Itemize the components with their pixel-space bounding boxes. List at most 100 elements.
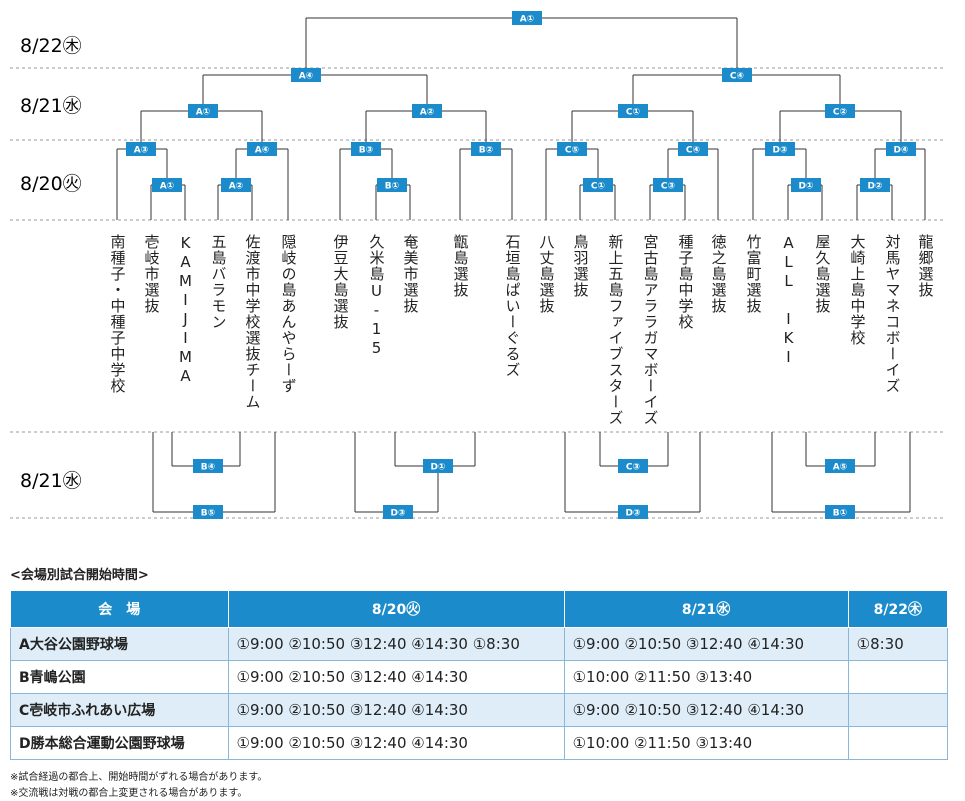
table-row: A大谷公園野球場 ①9:00 ②10:50 ③12:40 ④14:30 ①8:30… xyxy=(10,627,949,661)
match-box: B① xyxy=(825,505,855,519)
match-label: B⑤ xyxy=(201,509,215,519)
match-label: A② xyxy=(420,108,435,118)
match-box: D① xyxy=(791,178,821,192)
header-cell: 会 場 xyxy=(10,590,229,628)
table-row: B青嶋公園 ①9:00 ②10:50 ③12:40 ④14:30 ①10:00 ②1… xyxy=(10,660,949,694)
match-label: D③ xyxy=(625,509,640,519)
match-box: B② xyxy=(471,142,501,156)
venue-cell: A大谷公園野球場 xyxy=(10,627,229,661)
match-box-bg xyxy=(791,178,821,192)
match-box-bg xyxy=(860,178,890,192)
match-label: C① xyxy=(591,182,605,192)
time-cell: ①9:00 ②10:50 ③12:40 ④14:30 xyxy=(227,693,565,727)
match-box: B④ xyxy=(193,459,223,473)
match-label: A① xyxy=(196,108,211,118)
match-box-bg xyxy=(247,142,277,156)
match-box: A① xyxy=(512,11,542,25)
match-box-bg xyxy=(886,142,916,156)
match-box-bg xyxy=(351,142,381,156)
match-box-bg xyxy=(221,178,251,192)
match-label: A④ xyxy=(255,146,270,156)
time-cell: ①9:00 ②10:50 ③12:40 ④14:30 xyxy=(563,693,849,727)
match-label: C③ xyxy=(661,182,675,192)
match-label: D① xyxy=(430,463,445,473)
team-name: 大崎上島中学校 xyxy=(848,234,867,346)
match-box-bg xyxy=(126,142,156,156)
match-box: D③ xyxy=(383,505,413,519)
match-box: C④ xyxy=(678,142,708,156)
table-row: D勝本総合運動公園野球場 ①9:00 ②10:50 ③12:40 ④14:30 ①1… xyxy=(10,726,949,760)
team-name: 龍郷選抜 xyxy=(916,234,935,298)
team-name: 隠岐の島あんやらーず xyxy=(279,234,298,394)
team-name: 鳥羽選抜 xyxy=(571,234,590,298)
team-name: 五島バラモン xyxy=(209,234,228,330)
time-cell: ①9:00 ②10:50 ③12:40 ④14:30 xyxy=(227,726,565,760)
match-box-bg xyxy=(471,142,501,156)
schedule-table: 会 場 8/20㊋ 8/21㊌ 8/22㊍ A大谷公園野球場 ①9:00 ②10:50 ③… xyxy=(10,590,949,760)
match-label: C② xyxy=(833,108,847,118)
match-box: A② xyxy=(221,178,251,192)
team-name: 壱岐市選抜 xyxy=(142,234,161,314)
time-cell xyxy=(847,693,949,727)
time-cell: ①10:00 ②11:50 ③13:40 xyxy=(563,726,849,760)
match-box: A⑤ xyxy=(825,459,855,473)
match-box: A① xyxy=(188,104,218,118)
time-cell: ①8:30 xyxy=(847,627,949,661)
match-box: D④ xyxy=(886,142,916,156)
date-label: 8/22㊍ xyxy=(20,35,82,57)
time-cell: ①10:00 ②11:50 ③13:40 xyxy=(563,660,849,694)
venue-cell: C壱岐市ふれあい広場 xyxy=(10,693,229,727)
match-box-bg xyxy=(825,505,855,519)
date-label: 8/20㊋ xyxy=(20,173,82,195)
team-name: 新上五島ファイブスターズ xyxy=(606,234,625,426)
match-label: A⑤ xyxy=(833,463,848,473)
venue-cell: B青嶋公園 xyxy=(10,660,229,694)
match-box-bg xyxy=(825,459,855,473)
match-box: A④ xyxy=(291,68,321,82)
match-label: D② xyxy=(867,182,882,192)
table-row: C壱岐市ふれあい広場 ①9:00 ②10:50 ③12:40 ④14:30 ①9:0… xyxy=(10,693,949,727)
match-label: B④ xyxy=(201,463,215,473)
match-box: C③ xyxy=(618,459,648,473)
match-box-bg xyxy=(193,459,223,473)
match-box: B① xyxy=(377,178,407,192)
match-label: A① xyxy=(520,15,535,25)
match-label: B③ xyxy=(359,146,373,156)
team-name: 南種子・中種子中学校 xyxy=(108,234,127,394)
match-label: D① xyxy=(798,182,813,192)
match-box-bg xyxy=(512,11,542,25)
match-box-bg xyxy=(152,178,182,192)
time-cell: ①9:00 ②10:50 ③12:40 ④14:30 ①8:30 xyxy=(227,627,565,661)
match-label: B① xyxy=(833,509,847,519)
team-name: 対馬ヤマネコボーイズ xyxy=(883,234,902,394)
match-box: C① xyxy=(583,178,613,192)
match-label: A① xyxy=(160,182,175,192)
match-box-bg xyxy=(557,142,587,156)
team-name: 八丈島選抜 xyxy=(537,234,556,314)
match-box-bg xyxy=(193,505,223,519)
team-name: ALL IKI xyxy=(779,234,798,367)
match-box-bg xyxy=(423,459,453,473)
match-box-bg xyxy=(412,104,442,118)
team-name: 佐渡市中学校選抜チーム xyxy=(243,234,262,410)
match-box: D② xyxy=(860,178,890,192)
match-box: A④ xyxy=(247,142,277,156)
match-box: C② xyxy=(825,104,855,118)
schedule-title: <会場別試合開始時間> xyxy=(10,568,149,583)
match-box-bg xyxy=(618,104,648,118)
match-label: A② xyxy=(229,182,244,192)
time-cell xyxy=(847,660,949,694)
note: ※試合経過の都合上、開始時間がずれる場合があります。 xyxy=(10,772,268,783)
match-label: C⑤ xyxy=(565,146,579,156)
match-box-bg xyxy=(188,104,218,118)
match-box: B③ xyxy=(351,142,381,156)
match-box-bg xyxy=(618,459,648,473)
match-box-bg xyxy=(377,178,407,192)
match-label: B① xyxy=(385,182,399,192)
date-label: 8/21㊌ xyxy=(20,470,82,492)
team-name: 石垣島ぱいーぐるズ xyxy=(503,234,522,378)
match-box: C③ xyxy=(653,178,683,192)
match-box-bg xyxy=(618,505,648,519)
team-name: 甑島選抜 xyxy=(451,234,470,298)
